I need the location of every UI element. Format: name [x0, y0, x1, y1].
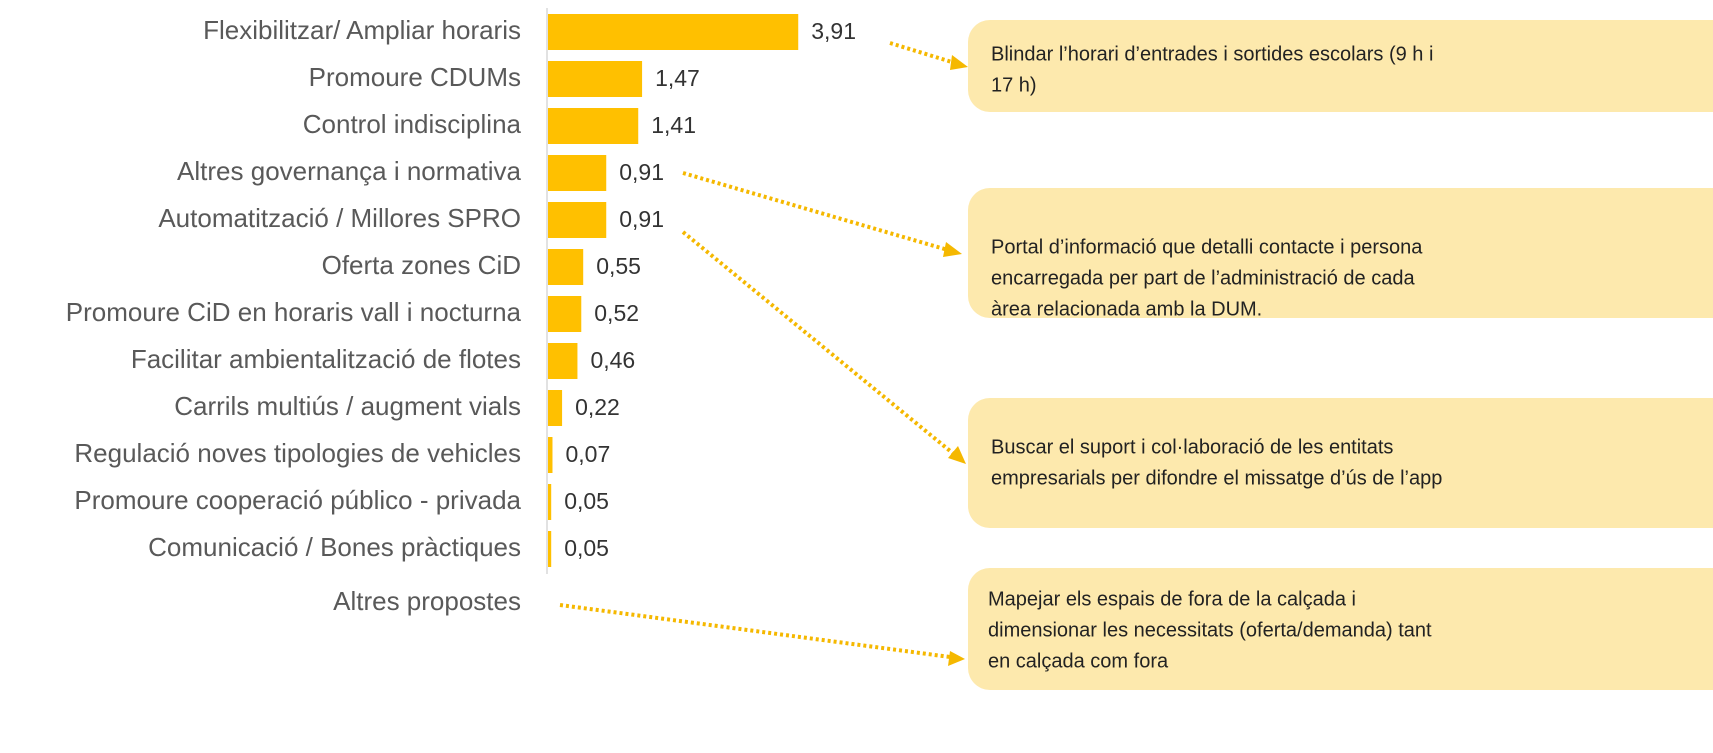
- category-label: Altres propostes: [333, 586, 521, 616]
- value-label: 0,05: [564, 488, 609, 514]
- bar: [548, 343, 578, 379]
- value-label: 0,91: [619, 206, 664, 232]
- annotation-text: 17 h): [991, 74, 1037, 96]
- bar: [548, 390, 563, 426]
- category-label: Regulació noves tipologies de vehicles: [74, 438, 521, 468]
- annotation-text: encarregada per part de l’administració …: [991, 267, 1415, 289]
- arrow: [682, 171, 949, 252]
- arrow-head: [950, 55, 968, 70]
- bar: [548, 437, 553, 473]
- bar: [548, 61, 643, 97]
- arrow-head: [948, 446, 966, 464]
- value-label: 0,07: [565, 441, 610, 467]
- category-label: Control indisciplina: [303, 109, 522, 139]
- category-label: Oferta zones CiD: [322, 250, 521, 280]
- annotation-text: empresarials per difondre el missatge d’…: [991, 467, 1442, 489]
- value-label: 0,05: [564, 535, 609, 561]
- value-label: 0,52: [594, 300, 639, 326]
- value-label: 0,22: [575, 394, 620, 420]
- arrow: [889, 41, 956, 65]
- category-label: Facilitar ambientalització de flotes: [131, 344, 521, 374]
- value-label: 0,91: [619, 159, 664, 185]
- category-label: Promoure CiD en horaris vall i nocturna: [66, 297, 522, 327]
- value-label: 3,91: [811, 18, 856, 44]
- bar: [548, 531, 552, 567]
- value-label: 1,41: [651, 112, 696, 138]
- category-label: Altres governança i normativa: [177, 156, 521, 186]
- category-label: Automatització / Millores SPRO: [158, 203, 521, 233]
- value-label: 1,47: [655, 65, 700, 91]
- annotation-box: [968, 188, 1713, 318]
- value-label: 0,46: [590, 347, 635, 373]
- arrow: [559, 603, 951, 659]
- annotation-text: àrea relacionada amb la DUM.: [991, 298, 1262, 320]
- annotation-text: Blindar l’horari d’entrades i sortides e…: [991, 43, 1433, 65]
- bar: [548, 484, 552, 520]
- annotation-text: Portal d’informació que detalli contacte…: [991, 236, 1423, 258]
- bar: [548, 202, 607, 238]
- value-label: 0,55: [596, 253, 641, 279]
- category-label: Carrils multiús / augment vials: [174, 391, 521, 421]
- annotation-text: Mapejar els espais de fora de la calçada…: [988, 588, 1356, 610]
- bar: [548, 296, 582, 332]
- category-label: Comunicació / Bones pràctiques: [148, 532, 521, 562]
- annotation-box: [968, 568, 1713, 690]
- annotation-box: [968, 20, 1713, 112]
- arrow: [681, 230, 957, 457]
- arrow-head: [948, 651, 965, 666]
- bar: [548, 249, 584, 285]
- annotation-box: [968, 398, 1713, 528]
- category-label: Flexibilitzar/ Ampliar horaris: [203, 15, 521, 45]
- bar: [548, 14, 799, 50]
- arrow-head: [943, 242, 962, 257]
- annotation-text: en calçada com fora: [988, 650, 1169, 672]
- annotation-text: Buscar el suport i col·laboració de les …: [991, 436, 1393, 458]
- annotation-text: dimensionar les necessitats (oferta/dema…: [988, 619, 1432, 641]
- bar: [548, 108, 639, 144]
- bar: [548, 155, 607, 191]
- category-label: Promoure CDUMs: [309, 62, 521, 92]
- category-label: Promoure cooperació público - privada: [74, 485, 521, 515]
